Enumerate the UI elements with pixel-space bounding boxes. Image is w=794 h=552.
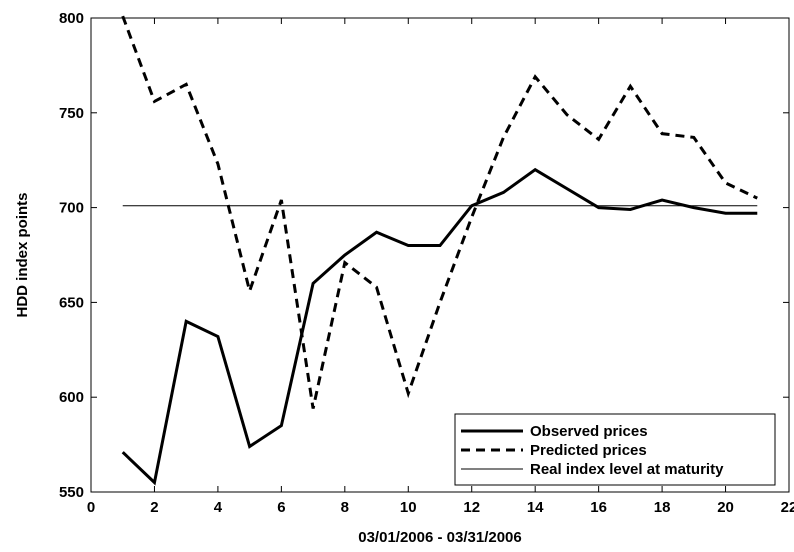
y-tick-label: 550: [59, 484, 84, 501]
x-tick-label: 2: [150, 499, 158, 516]
plot-area: [90, 17, 790, 493]
y-axis-title: HDD index points: [14, 192, 31, 317]
y-tick-label: 700: [59, 200, 84, 217]
legend: Observed prices Predicted prices Real in…: [454, 413, 776, 486]
legend-label-predicted: Predicted prices: [530, 442, 647, 459]
x-tick-label: 12: [463, 499, 480, 516]
legend-label-real-index: Real index level at maturity: [530, 461, 724, 478]
x-tick-label: 16: [590, 499, 607, 516]
y-tick-label: 800: [59, 10, 84, 27]
x-axis-title: 03/01/2006 - 03/31/2006: [358, 529, 521, 546]
x-tick-label: 6: [277, 499, 285, 516]
x-tick-label: 20: [717, 499, 734, 516]
x-tick-label: 4: [214, 499, 223, 516]
x-tick-label: 8: [341, 499, 349, 516]
observed-prices-line: [121, 167, 758, 486]
x-tick-label: 0: [87, 499, 95, 516]
y-tick-label: 650: [59, 294, 84, 311]
x-tick-label: 14: [527, 499, 544, 516]
x-tick-label: 18: [654, 499, 671, 516]
series-layer: [121, 15, 758, 486]
x-tick-label: 22: [781, 499, 794, 516]
y-tick-label: 750: [59, 105, 84, 122]
x-tick-label: 10: [400, 499, 417, 516]
y-tick-label: 600: [59, 389, 84, 406]
x-axis: 0 2 4 6 8 10 12 14 16 18 20 22: [87, 18, 794, 516]
legend-label-observed: Observed prices: [530, 423, 648, 440]
predicted-prices-line: [121, 15, 758, 409]
y-axis: 550 600 650 700 750 800: [59, 10, 789, 501]
